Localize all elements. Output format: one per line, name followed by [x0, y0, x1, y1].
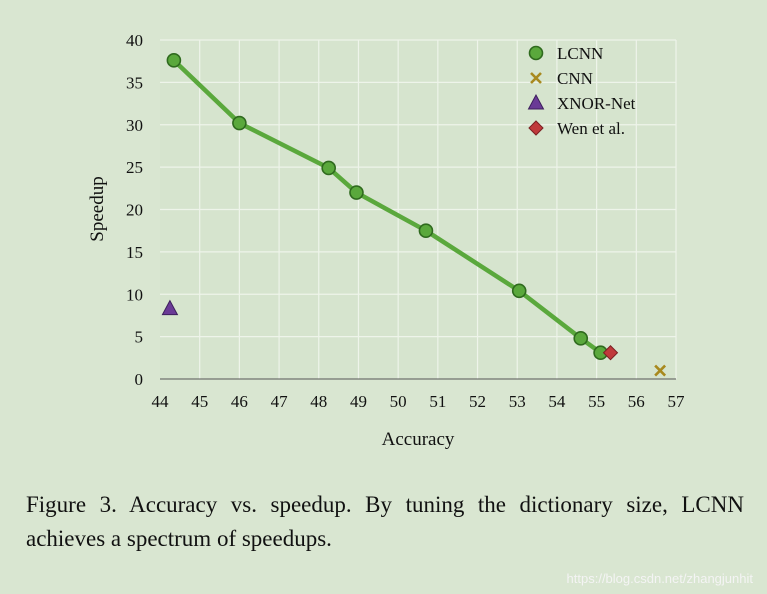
point-lcnn [349, 185, 364, 200]
legend-marker-cnn [530, 72, 542, 84]
point-lcnn [418, 223, 434, 238]
y-tick-label: 0 [135, 370, 144, 389]
point-lcnn [166, 53, 182, 68]
series-layer [161, 53, 667, 377]
legend-label-cnn: CNN [557, 69, 593, 88]
legend-label-xnor-net: XNOR-Net [557, 94, 636, 113]
series-lcnn [166, 53, 608, 361]
legend-marker-wen-et-al [528, 120, 544, 136]
watermark: https://blog.csdn.net/zhangjunhit [566, 571, 753, 586]
figure-caption: Figure 3. Accuracy vs. speedup. By tunin… [26, 492, 744, 551]
x-tick-label: 46 [231, 392, 248, 411]
point-lcnn [573, 331, 589, 346]
series-line-lcnn [172, 58, 602, 355]
series-wen-et-al [602, 345, 619, 361]
y-tick-label: 5 [135, 328, 144, 347]
x-axis-title: Accuracy [382, 429, 455, 450]
legend-item-wen-et-al: Wen et al. [528, 119, 625, 138]
legend-item-xnor-net: XNOR-Net [527, 93, 636, 113]
y-tick-label: 25 [126, 158, 143, 177]
y-tick-label: 30 [126, 116, 143, 135]
x-tick-label: 49 [350, 392, 367, 411]
series-cnn [654, 364, 667, 377]
y-tick-label: 40 [126, 31, 143, 50]
x-tick-label: 50 [390, 392, 407, 411]
chart: 44 45 46 47 48 49 50 51 52 53 54 55 56 57 0 5 10 15 20 25 3… [87, 31, 686, 450]
y-tick-label: 20 [126, 201, 143, 220]
legend-marker-xnor-net [527, 93, 545, 110]
legend-item-lcnn: LCNN [528, 44, 603, 63]
legend: LCNN CNN XNOR-Net Wen et al. [527, 44, 636, 138]
y-tick-label: 10 [126, 285, 143, 304]
x-tick-label: 53 [509, 392, 526, 411]
legend-label-wen-et-al: Wen et al. [557, 119, 625, 138]
x-tick-label: 48 [310, 392, 327, 411]
x-tick-labels: 44 45 46 47 48 49 50 51 52 53 54 55 56 57 [152, 392, 686, 411]
point-lcnn [511, 283, 527, 299]
y-axis-title: Speedup [87, 176, 108, 241]
x-tick-label: 44 [152, 392, 170, 411]
x-tick-label: 56 [628, 392, 645, 411]
series-xnor-net [161, 299, 179, 316]
legend-item-cnn: CNN [530, 69, 593, 88]
y-tick-label: 35 [126, 73, 143, 92]
point-lcnn [321, 160, 336, 176]
legend-label-lcnn: LCNN [557, 44, 603, 63]
point-wen-et-al [602, 345, 619, 361]
y-tick-labels: 0 5 10 15 20 25 30 35 40 [126, 31, 143, 389]
legend-marker-lcnn [528, 45, 544, 61]
x-tick-label: 52 [469, 392, 486, 411]
point-cnn [654, 364, 667, 377]
x-tick-label: 57 [668, 392, 686, 411]
x-tick-label: 45 [191, 392, 208, 411]
point-xnor-net [161, 299, 179, 316]
x-tick-label: 54 [548, 392, 566, 411]
x-tick-label: 51 [429, 392, 446, 411]
point-lcnn [232, 115, 247, 131]
grid [160, 39, 677, 379]
y-tick-label: 15 [126, 243, 143, 262]
x-tick-label: 55 [588, 392, 605, 411]
x-tick-label: 47 [271, 392, 289, 411]
